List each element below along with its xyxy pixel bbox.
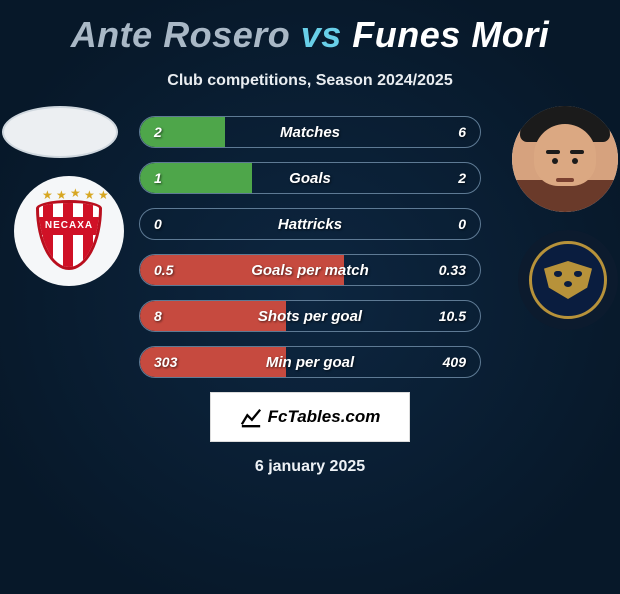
team1-badge-label: NECAXA — [39, 217, 99, 235]
stat-label: Goals — [190, 170, 430, 187]
page-title: Ante Rosero vs Funes Mori — [0, 14, 620, 56]
date-label: 6 january 2025 — [0, 458, 620, 476]
player-face-icon — [512, 106, 618, 212]
team1-badge: ★★★★★ NECAXA — [14, 176, 124, 286]
title-player1: Ante Rosero — [71, 14, 291, 55]
stat-value-right: 0.33 — [430, 262, 480, 278]
stat-value-left: 8 — [140, 308, 190, 324]
stat-row: 1Goals2 — [139, 162, 481, 194]
stat-value-left: 1 — [140, 170, 190, 186]
stat-row: 2Matches6 — [139, 116, 481, 148]
stat-value-right: 10.5 — [430, 308, 480, 324]
brand-label: FcTables.com — [268, 407, 381, 427]
stat-value-left: 0 — [140, 216, 190, 232]
stat-value-right: 409 — [430, 354, 480, 370]
stat-value-right: 0 — [430, 216, 480, 232]
comparison-panel: ★★★★★ NECAXA 2Matches61Goals20Hattricks0… — [0, 116, 620, 476]
player2-avatar — [512, 106, 618, 212]
stat-row: 8Shots per goal10.5 — [139, 300, 481, 332]
stat-value-left: 2 — [140, 124, 190, 140]
brand-badge: FcTables.com — [210, 392, 410, 442]
chart-line-icon — [240, 406, 262, 428]
player1-avatar-placeholder — [2, 106, 118, 158]
stat-value-left: 303 — [140, 354, 190, 370]
stat-value-right: 2 — [430, 170, 480, 186]
stat-value-left: 0.5 — [140, 262, 190, 278]
stat-row: 0.5Goals per match0.33 — [139, 254, 481, 286]
stat-label: Matches — [190, 124, 430, 141]
stat-label: Goals per match — [190, 262, 430, 279]
necaxa-shield-icon: ★★★★★ NECAXA — [32, 188, 106, 274]
subtitle: Club competitions, Season 2024/2025 — [0, 72, 620, 90]
stat-row: 0Hattricks0 — [139, 208, 481, 240]
stat-value-right: 6 — [430, 124, 480, 140]
title-player2: Funes Mori — [352, 14, 549, 55]
title-vs: vs — [301, 14, 342, 55]
pumas-shield-icon — [529, 241, 607, 319]
stat-label: Hattricks — [190, 216, 430, 233]
stats-list: 2Matches61Goals20Hattricks00.5Goals per … — [139, 116, 481, 378]
team2-badge — [518, 230, 618, 330]
stat-row: 303Min per goal409 — [139, 346, 481, 378]
stat-label: Min per goal — [190, 354, 430, 371]
stat-label: Shots per goal — [190, 308, 430, 325]
